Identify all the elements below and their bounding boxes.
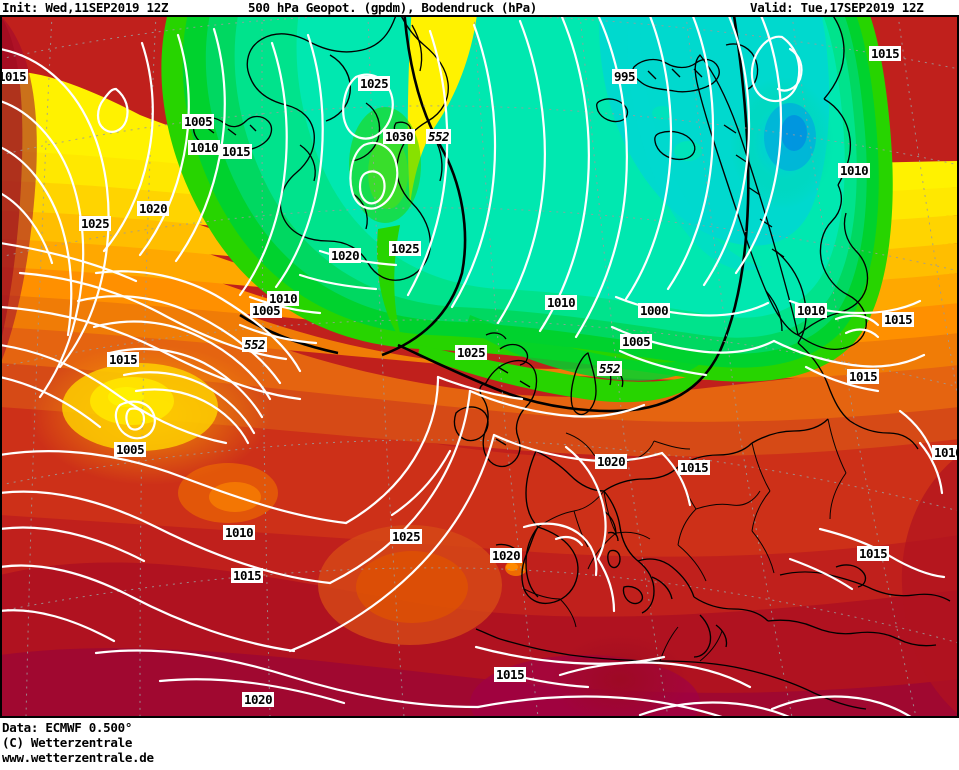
isobar-contour-label: 1025 (358, 76, 391, 91)
isobar-contour-label: 1030 (383, 129, 416, 144)
isobar-contour-label: 1015 (2, 69, 29, 84)
isobar-contour-label: 1015 (882, 312, 915, 327)
isobar-contour-label: 1010 (267, 291, 300, 306)
isobar-contour-label: 1010 (838, 163, 871, 178)
isobar-contour-label: 1025 (79, 216, 112, 231)
isobar-contour-label: 1020 (242, 692, 275, 707)
isobar-contour-label: 1015 (678, 460, 711, 475)
map-viewport[interactable]: 1015 1005 1010 1015 1020 1025 1025 1030 552 995 10… (0, 15, 959, 718)
copyright-label: (C) Wetterzentrale (2, 735, 133, 750)
geopotential-contour-label: 552 (426, 129, 452, 144)
isobar-contour-label: 1000 (638, 303, 671, 318)
isobar-contour-label: 1015 (857, 546, 890, 561)
isobar-contour-label: 1010 (545, 295, 578, 310)
isobar-contour-label: 1025 (455, 345, 488, 360)
isobar-contour-label: 1020 (490, 548, 523, 563)
isobar-contour-label: 995 (612, 69, 638, 84)
isobar-contour-label: 1020 (137, 201, 170, 216)
data-source-label: Data: ECMWF 0.500° (2, 720, 133, 735)
geopotential-pressure-map (2, 17, 957, 716)
isobar-contour-label: 1020 (329, 248, 362, 263)
isobar-contour-label: 1005 (182, 114, 215, 129)
isobar-contour-label: 1010 (795, 303, 828, 318)
isobar-contour-label: 1005 (250, 303, 283, 318)
isobar-contour-label: 1025 (389, 241, 422, 256)
map-title: 500 hPa Geopot. (gpdm), Bodendruck (hPa) (248, 0, 538, 15)
website-label: www.wetterzentrale.de (2, 750, 154, 765)
isobar-contour-label: 1015 (231, 568, 264, 583)
isobar-contour-label: 1015 (107, 352, 140, 367)
isobar-contour-label: 1015 (494, 667, 527, 682)
valid-time-label: Valid: Tue,17SEP2019 12Z (750, 0, 924, 15)
isobar-contour-label: 1010 (223, 525, 256, 540)
isobar-contour-label: 1005 (114, 442, 147, 457)
map-footer: Data: ECMWF 0.500° (C) Wetterzentrale ww… (0, 720, 959, 770)
geopotential-contour-label: 552 (242, 337, 268, 352)
init-time-label: Init: Wed,11SEP2019 12Z (2, 0, 169, 15)
isobar-contour-label: 1025 (390, 529, 423, 544)
isobar-contour-label: 1010 (932, 445, 957, 460)
geopotential-contour-label: 552 (597, 361, 623, 376)
isobar-contour-label: 1005 (620, 334, 653, 349)
isobar-contour-label: 1015 (869, 46, 902, 61)
map-header: Init: Wed,11SEP2019 12Z 500 hPa Geopot. … (0, 0, 959, 15)
isobar-contour-label: 1020 (595, 454, 628, 469)
isobar-contour-label: 1010 (188, 140, 221, 155)
isobar-contour-label: 1015 (220, 144, 253, 159)
isobar-contour-label: 1015 (847, 369, 880, 384)
